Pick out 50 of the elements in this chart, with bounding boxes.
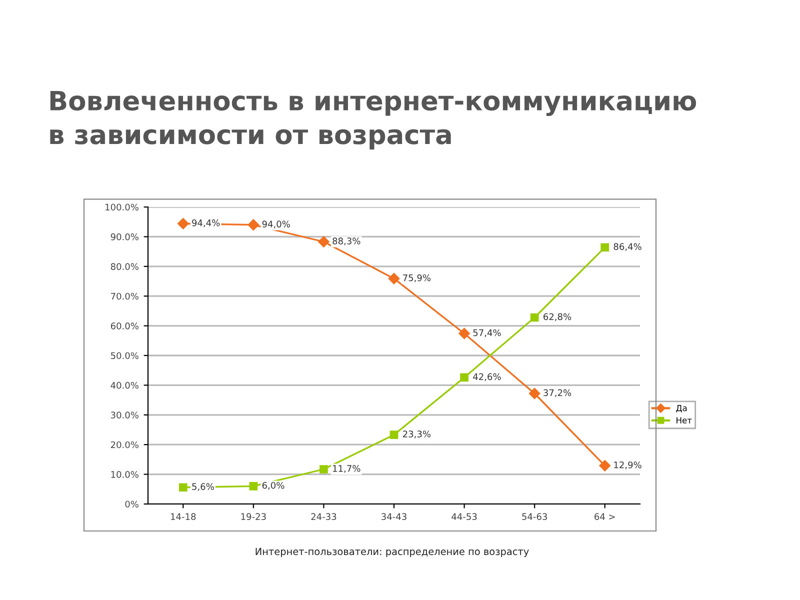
x-tick-label: 24-33 <box>311 513 336 520</box>
x-tick-label: 34-43 <box>382 513 406 520</box>
data-label: 94,0% <box>262 220 290 228</box>
y-tick-label: 90.0% <box>110 233 138 240</box>
y-tick-label: 50.0% <box>110 352 138 360</box>
legend-label: Да <box>676 405 687 412</box>
point <box>460 373 468 382</box>
point <box>390 430 398 439</box>
point <box>318 236 330 248</box>
point <box>458 328 470 340</box>
data-label: 5,6% <box>192 483 214 491</box>
y-tick-label: 60.0% <box>110 322 138 330</box>
data-label: 88,3% <box>332 238 360 246</box>
y-tick-label: 30.0% <box>110 412 138 418</box>
y-tick-label: 70.0% <box>111 292 138 300</box>
data-label: 37,2% <box>544 389 572 398</box>
point <box>600 243 610 252</box>
data-label: 42,6% <box>473 373 501 382</box>
point <box>248 219 260 230</box>
data-label: 12,9% <box>614 461 642 470</box>
data-label: 23,3% <box>402 430 431 438</box>
y-tick-label: 100.0% <box>106 204 138 211</box>
y-tick-label: 10.0% <box>111 471 138 478</box>
point <box>320 465 328 474</box>
point <box>178 483 188 492</box>
x-tick-label: 19-23 <box>241 513 266 520</box>
data-label: 75,9% <box>403 274 431 282</box>
x-tick-label: 54-63 <box>522 513 547 520</box>
point <box>599 460 610 472</box>
y-tick-label: 0% <box>125 500 138 508</box>
chart-title: Вовлеченность в интернет-коммуникацию в зависимости от возраста <box>50 91 696 150</box>
data-label: 62,8% <box>544 313 572 322</box>
point <box>528 388 540 400</box>
data-label: 57,4% <box>473 329 501 338</box>
point <box>530 313 539 322</box>
point <box>178 218 189 230</box>
point <box>388 272 400 284</box>
x-tick-label: 44-53 <box>452 513 477 520</box>
data-label: 86,4% <box>614 243 642 251</box>
y-tick-label: 40.0% <box>110 382 138 389</box>
data-label: 94,4% <box>192 219 220 228</box>
data-label: 11,7% <box>333 465 360 473</box>
x-axis-title: Интернет-пользователи: распределение по возрасту <box>256 548 529 558</box>
data-label: 6,0% <box>262 482 284 490</box>
x-tick-label: 64 > <box>594 513 615 520</box>
point <box>249 482 258 490</box>
x-tick-label: 14-18 <box>171 513 196 520</box>
y-tick-label: 80.0% <box>110 263 138 270</box>
y-tick-label: 20.0% <box>110 441 138 448</box>
legend-label: Нет <box>676 417 692 424</box>
